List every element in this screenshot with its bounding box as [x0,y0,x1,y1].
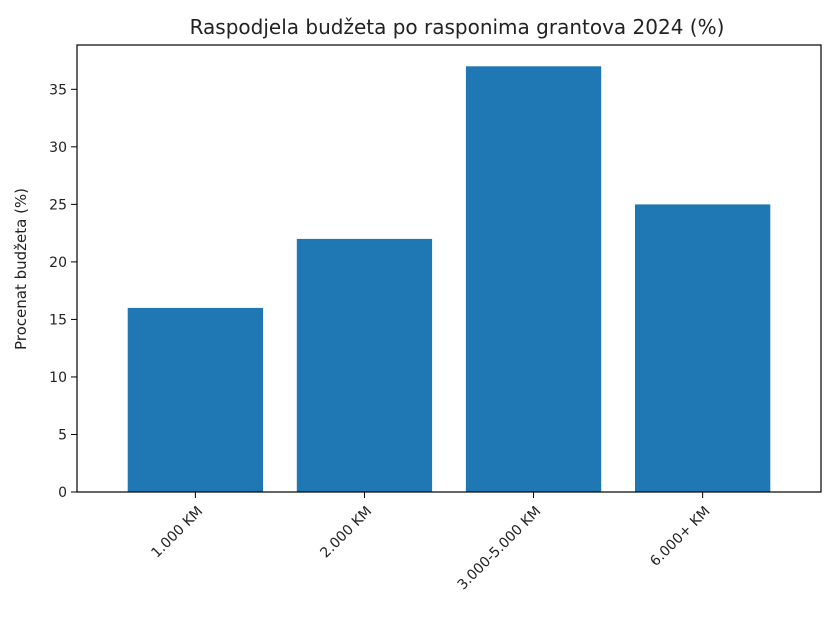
y-tick-label: 5 [58,427,67,443]
x-tick-label: 6.000+ KM [647,504,713,570]
y-tick-label: 25 [49,197,67,213]
plot-frame [76,44,822,493]
y-tick-label: 10 [49,370,67,386]
bar-3 [465,66,602,493]
x-tick-label: 1.000 KM [148,504,206,562]
x-tick-label: 3.000-5.000 KM [455,504,545,594]
x-axis: 1.000 KM 2.000 KM 3.000-5.000 KM 6.000+ KM [148,492,713,593]
bar-1 [127,307,263,492]
chart-title: Raspodjela budžeta po rasponima grantova… [190,15,725,39]
y-axis: 0 5 10 15 20 25 30 35 [49,82,77,501]
y-axis-label: Procenat budžeta (%) [12,188,30,350]
bar-2 [296,238,433,492]
y-tick-label: 15 [49,312,67,328]
bar-4 [635,204,771,492]
x-tick-label: 2.000 KM [317,504,375,562]
y-tick-label: 0 [58,485,67,501]
y-tick-label: 20 [49,255,67,271]
y-tick-label: 35 [49,82,67,98]
y-tick-label: 30 [49,140,67,156]
bars-layer [127,66,771,493]
